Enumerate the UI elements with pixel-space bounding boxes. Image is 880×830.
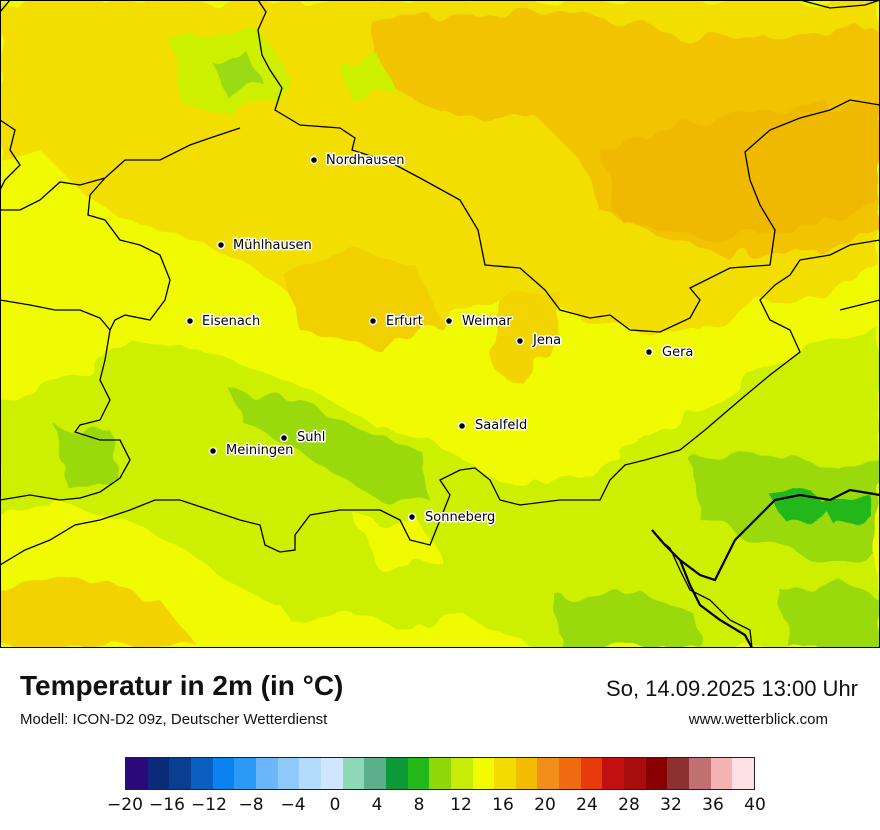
city-sonneberg[interactable]: Sonneberg xyxy=(407,509,497,527)
legend-swatch xyxy=(364,758,386,789)
legend-tick-label: 12 xyxy=(450,795,472,815)
city-markers: Nordhausen Mühlhausen Eisenach Erfurt We… xyxy=(185,152,695,527)
city-erfurt[interactable]: Erfurt xyxy=(368,313,424,331)
city-dot xyxy=(185,316,195,326)
website-link[interactable]: www.wetterblick.com xyxy=(688,711,828,728)
city-dot xyxy=(216,240,226,250)
city-jena[interactable]: Jena xyxy=(515,332,563,350)
city-dot xyxy=(208,446,218,456)
city-dot xyxy=(515,336,525,346)
temperature-field xyxy=(0,0,880,648)
legend-tick-label: −8 xyxy=(238,795,264,815)
city-label: Gera xyxy=(662,345,693,360)
city-weimar[interactable]: Weimar xyxy=(444,313,514,331)
legend-swatch xyxy=(320,758,343,789)
forecast-datetime: So, 14.09.2025 13:00 Uhr xyxy=(606,676,858,701)
city-label: Sonneberg xyxy=(425,510,495,525)
legend-swatch xyxy=(645,758,668,789)
city-label: Weimar xyxy=(462,314,512,329)
map-title: Temperatur in 2m (in °C) xyxy=(20,670,344,701)
legend-swatch xyxy=(515,758,538,789)
city-suhl[interactable]: Suhl xyxy=(279,429,327,447)
legend-swatch xyxy=(126,758,148,789)
legend-swatch xyxy=(580,758,603,789)
city-muehlhausen[interactable]: Mühlhausen xyxy=(216,237,313,255)
legend-swatch xyxy=(537,758,560,789)
border-lines xyxy=(0,0,880,648)
legend-swatch xyxy=(624,758,646,789)
legend-swatch xyxy=(169,758,191,789)
legend-swatch xyxy=(494,758,516,789)
map-canvas: Nordhausen Mühlhausen Eisenach Erfurt We… xyxy=(0,0,880,648)
city-label: Erfurt xyxy=(386,314,423,329)
city-label: Nordhausen xyxy=(326,153,405,168)
legend-tick-label: −20 xyxy=(107,795,143,815)
legend-swatch xyxy=(342,758,365,789)
model-subtitle: Modell: ICON-D2 09z, Deutscher Wetterdie… xyxy=(20,711,328,728)
legend-swatch xyxy=(234,758,256,789)
legend-swatch xyxy=(710,758,733,789)
legend-swatch xyxy=(299,758,321,789)
legend-swatch xyxy=(689,758,711,789)
city-nordhausen[interactable]: Nordhausen xyxy=(309,152,406,170)
legend-swatch xyxy=(559,758,581,789)
color-legend xyxy=(125,757,755,790)
legend-swatch xyxy=(407,758,430,789)
city-meiningen[interactable]: Meiningen xyxy=(208,442,295,460)
legend-swatch xyxy=(385,758,408,789)
legend-tick-label: −4 xyxy=(280,795,306,815)
legend-tick-label: 0 xyxy=(329,795,341,815)
legend-swatch xyxy=(212,758,235,789)
legend-tick-label: −16 xyxy=(149,795,185,815)
legend-tick-label: 4 xyxy=(371,795,383,815)
city-dot xyxy=(279,433,289,443)
city-label: Meiningen xyxy=(226,443,293,458)
legend-tick-label: 8 xyxy=(413,795,425,815)
legend-swatch xyxy=(255,758,278,789)
legend-swatch xyxy=(190,758,213,789)
city-label: Suhl xyxy=(297,430,325,445)
legend-tick-label: −12 xyxy=(191,795,227,815)
legend-tick-label: 24 xyxy=(576,795,598,815)
legend-swatch xyxy=(732,758,755,789)
legend-tick-label: 16 xyxy=(492,795,514,815)
city-dot xyxy=(457,421,467,431)
city-dot xyxy=(309,155,319,165)
city-dot xyxy=(444,316,454,326)
temperature-map: Nordhausen Mühlhausen Eisenach Erfurt We… xyxy=(0,0,880,648)
city-label: Jena xyxy=(532,333,561,348)
legend-swatch xyxy=(277,758,300,789)
legend-swatch xyxy=(147,758,170,789)
country-border xyxy=(651,488,880,648)
city-gera[interactable]: Gera xyxy=(644,344,695,362)
legend-swatch xyxy=(602,758,625,789)
legend-tick-label: 40 xyxy=(744,795,766,815)
city-label: Mühlhausen xyxy=(233,238,312,253)
city-dot xyxy=(407,512,417,522)
legend-swatch xyxy=(472,758,495,789)
legend-tick-label: 20 xyxy=(534,795,556,815)
city-eisenach[interactable]: Eisenach xyxy=(185,313,262,331)
legend-tick-label: 28 xyxy=(618,795,640,815)
city-saalfeld[interactable]: Saalfeld xyxy=(457,417,529,435)
legend-swatch xyxy=(450,758,473,789)
city-label: Saalfeld xyxy=(475,418,527,433)
legend-swatch xyxy=(667,758,690,789)
legend-swatch xyxy=(429,758,451,789)
city-label: Eisenach xyxy=(202,314,260,329)
legend-tick-label: 32 xyxy=(660,795,682,815)
city-dot xyxy=(368,316,378,326)
legend-tick-label: 36 xyxy=(702,795,724,815)
city-dot xyxy=(644,347,654,357)
